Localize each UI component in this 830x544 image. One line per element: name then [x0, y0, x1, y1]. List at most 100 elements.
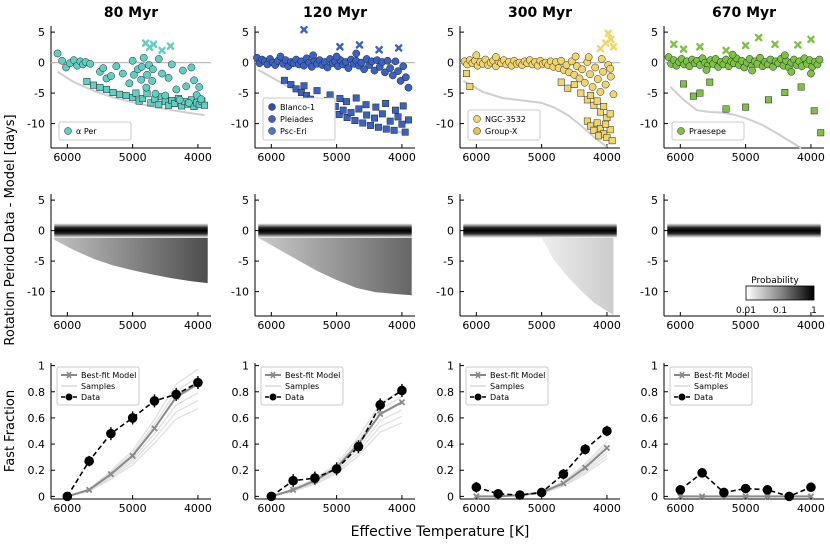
- data-point-cross: [596, 44, 605, 53]
- y-tick-label: 0: [447, 225, 454, 238]
- y-tick-label: 0.8: [28, 386, 46, 399]
- data-point-circle: [151, 89, 160, 98]
- data-point-cross: [741, 41, 750, 50]
- data-point-cross: [604, 29, 613, 38]
- data-point-circle: [570, 70, 579, 79]
- data-point-circle: [383, 56, 392, 65]
- y-tick-label: 5: [447, 194, 454, 207]
- data-point-square: [367, 121, 375, 129]
- data-point-square: [378, 110, 386, 118]
- panel-middle-2: 6000 5000 4000 5 0 -5 -10: [231, 194, 416, 332]
- colorbar: Probability 0.01 0.1 1: [736, 276, 817, 316]
- legend-box: [262, 97, 336, 141]
- fast-sequence-density: [463, 223, 617, 238]
- data-point-circle: [370, 66, 379, 75]
- data-point-square: [326, 91, 334, 99]
- x-tick-label: 6000: [666, 319, 694, 332]
- x-tick-label: 4000: [593, 151, 621, 164]
- y-tick-label: 5: [38, 194, 45, 207]
- data-point-square: [343, 114, 351, 121]
- data-point: [675, 485, 686, 495]
- data-point-circle: [591, 63, 600, 72]
- data-point-square: [359, 119, 367, 127]
- data-point-circle: [562, 61, 571, 69]
- data-point-circle: [332, 52, 341, 61]
- y-tick-label: 5: [651, 194, 658, 207]
- x-tick-label: 6000: [666, 151, 694, 164]
- data-point-circle: [107, 72, 115, 80]
- y-tick-label: 5: [38, 26, 45, 39]
- data-point-square: [147, 99, 155, 107]
- legend-box: [467, 109, 541, 141]
- x-tick-label: 5000: [732, 319, 760, 332]
- y-tick-label: -5: [238, 255, 249, 268]
- y-tick-label: 0: [38, 490, 45, 503]
- legend-label: Best-fit Model: [285, 371, 340, 380]
- legend-label: Group-X: [485, 127, 518, 136]
- x-tick-label: 6000: [462, 151, 490, 164]
- data-point-cross: [771, 40, 779, 49]
- shared-y-axis-label: Rotation Period Data - Model [days]: [3, 114, 18, 345]
- data-point: [266, 491, 277, 502]
- legend-marker: [64, 127, 72, 135]
- data-point-circle: [571, 52, 580, 61]
- data-point-square: [382, 125, 390, 133]
- legend-label: α Per: [76, 127, 97, 136]
- data-point-cross: [394, 44, 403, 52]
- data-point-circle: [360, 65, 368, 74]
- best-fit-model-marker: [581, 464, 589, 471]
- data-point-square: [722, 105, 730, 113]
- data-point-circle: [780, 51, 789, 60]
- data-point-circle: [787, 67, 796, 76]
- data-point: [84, 456, 94, 466]
- data-point: [515, 490, 525, 500]
- data-point-circle: [607, 72, 615, 81]
- data-point-circle: [596, 88, 605, 96]
- data-point-circle: [472, 51, 481, 60]
- y-tick-label: 0.2: [232, 464, 250, 477]
- x-tick-label: 4000: [388, 151, 416, 164]
- best-fit-model-marker: [107, 470, 115, 478]
- panel-bottom-1: 6000 5000 4000 0 0.2 0.4 0.6 0.8 1 Fast Fraction B…: [3, 360, 212, 515]
- data-point-cross: [149, 40, 158, 49]
- data-point-square: [570, 81, 578, 89]
- data-point-square: [398, 120, 406, 128]
- data-point-square: [810, 107, 818, 115]
- panel-middle-3: 6000 5000 4000 5 0 -5 -10: [436, 194, 621, 332]
- legend-box: [465, 366, 549, 406]
- data-point-square: [355, 105, 363, 113]
- data-point-cross: [679, 45, 688, 53]
- y-tick-label: 0: [242, 225, 249, 238]
- data-point-circle: [128, 56, 137, 65]
- x-tick-label: 6000: [53, 502, 81, 515]
- y-tick-label: 0: [651, 490, 658, 503]
- data-point: [602, 426, 612, 436]
- data-point: [106, 428, 116, 439]
- slow-sequence-density: [258, 237, 412, 296]
- data-point-circle: [137, 63, 146, 71]
- data-point-square: [335, 111, 343, 118]
- y-tick-label: 0.4: [28, 438, 46, 451]
- best-fit-model-marker: [677, 493, 684, 500]
- data-point-square: [564, 84, 572, 92]
- data-point-cross: [166, 42, 175, 50]
- data-point-circle: [130, 70, 138, 79]
- y-tick-label: 5: [651, 26, 658, 39]
- data-point-square: [781, 89, 789, 96]
- best-fit-model-marker: [807, 493, 815, 500]
- best-fit-model-marker: [603, 444, 611, 452]
- data-point-circle: [143, 70, 151, 79]
- data-point-square: [401, 128, 409, 136]
- y-tick-label: 0.4: [232, 438, 250, 451]
- panel-middle-4: 6000 5000 4000 5 0 -5 -10: [640, 194, 825, 332]
- data-point-cross: [609, 42, 618, 51]
- data-point-square: [602, 120, 610, 128]
- model-curve: [56, 70, 205, 117]
- best-fit-model-marker: [560, 480, 567, 487]
- data-point-square: [103, 85, 110, 93]
- y-tick-label: -5: [443, 87, 454, 100]
- y-tick-label: 0: [447, 57, 454, 70]
- data-point: [149, 396, 160, 406]
- legend-model-marker: [66, 371, 72, 379]
- legend-box: [671, 121, 745, 141]
